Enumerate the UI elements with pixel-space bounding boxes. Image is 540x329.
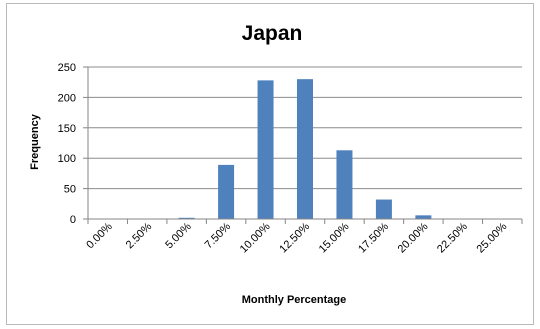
axes [83,66,523,224]
x-tick-label: 20.00% [396,220,431,255]
x-tick-label: 0.00% [84,220,115,251]
y-tick-label: 0 [70,214,76,226]
y-tick-labels: 0 50 100 150 200 250 [58,62,76,226]
y-tick-label: 200 [58,92,76,104]
x-axis-label: Monthly Percentage [242,294,347,306]
chart-title: Japan [242,22,303,45]
x-tick-label: 10.00% [238,220,273,255]
x-tick-labels: 0.00% 2.50% 5.00% 7.50% 10.00% 12.50% 15.00% 17… [84,220,509,255]
x-tick-label: 7.50% [203,220,234,251]
x-tick-label: 22.50% [435,220,470,255]
x-tick-label: 17.50% [356,220,391,255]
bar [218,164,235,219]
bar [375,199,392,219]
x-tick-label: 15.00% [317,220,352,255]
x-tick-label: 12.50% [277,220,312,255]
bar [178,217,195,219]
y-tick-label: 100 [58,153,76,165]
y-tick-label: 250 [58,62,76,74]
bars [178,79,432,219]
x-tick-label: 2.50% [124,220,155,251]
bar [257,80,274,219]
x-tick-label: 25.00% [475,220,510,255]
y-tick-label: 150 [58,123,76,135]
bar [336,150,353,219]
x-tick-label: 5.00% [163,220,194,251]
bar [297,79,313,219]
y-tick-label: 50 [64,184,76,196]
bar [415,215,432,219]
y-axis-label: Frequency [29,113,41,170]
